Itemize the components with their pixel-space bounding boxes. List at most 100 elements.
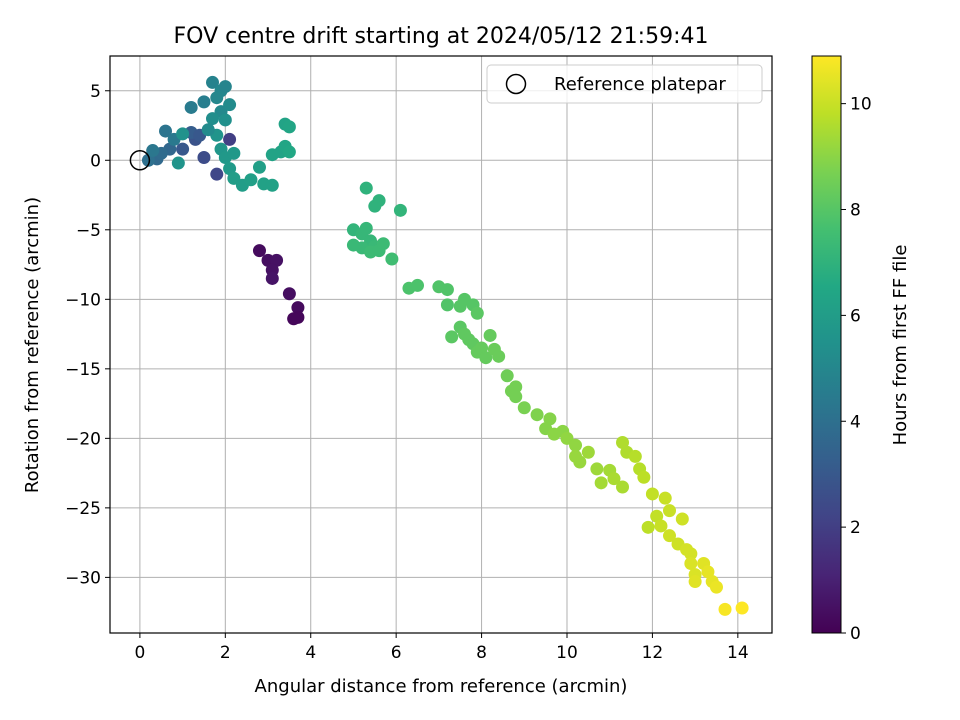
- data-point: [252, 160, 266, 174]
- data-point: [265, 178, 279, 192]
- data-point: [645, 487, 659, 501]
- x-tick-label: 6: [391, 643, 402, 663]
- colorbar-label: Hours from first FF file: [890, 245, 911, 446]
- data-point: [440, 283, 454, 297]
- data-point: [607, 472, 621, 486]
- data-point: [470, 306, 484, 320]
- y-tick-label: −5: [76, 221, 101, 241]
- y-tick-label: −10: [65, 290, 101, 310]
- data-point: [573, 455, 587, 469]
- colorbar-tick-label: 10: [850, 95, 872, 115]
- data-point: [218, 113, 232, 127]
- data-point: [735, 601, 749, 615]
- data-point: [440, 298, 454, 312]
- data-points: [129, 75, 749, 616]
- data-point: [637, 470, 651, 484]
- x-tick-label: 8: [476, 643, 487, 663]
- data-point: [509, 380, 523, 394]
- data-point: [287, 312, 301, 326]
- data-point: [223, 132, 237, 146]
- data-point: [201, 123, 215, 137]
- data-point: [569, 438, 583, 452]
- data-point: [445, 330, 459, 344]
- x-axis-label: Angular distance from reference (arcmin): [255, 676, 628, 697]
- data-point: [616, 436, 630, 450]
- colorbar-tick-label: 2: [850, 518, 861, 538]
- data-point: [159, 124, 173, 138]
- colorbar-tick-label: 4: [850, 412, 861, 432]
- data-point: [590, 462, 604, 476]
- data-point: [385, 252, 399, 266]
- data-point: [252, 244, 266, 258]
- colorbar-tick-label: 0: [850, 624, 861, 644]
- data-point: [282, 145, 296, 159]
- y-tick-label: 0: [90, 151, 101, 171]
- data-point: [218, 80, 232, 94]
- x-tick-label: 0: [134, 643, 145, 663]
- data-point: [594, 476, 608, 490]
- data-point: [650, 509, 664, 523]
- colorbar-tick-label: 6: [850, 306, 861, 326]
- y-tick-label: −25: [65, 499, 101, 519]
- data-point: [223, 162, 237, 176]
- legend: Reference platepar: [486, 64, 763, 104]
- data-point: [376, 237, 390, 251]
- data-point: [393, 203, 407, 217]
- y-tick-label: −15: [65, 360, 101, 380]
- data-point: [197, 95, 211, 109]
- data-point: [616, 480, 630, 494]
- data-point: [581, 445, 595, 459]
- data-point: [509, 390, 523, 404]
- data-point: [227, 146, 241, 160]
- data-point: [500, 369, 514, 383]
- data-point: [709, 580, 723, 594]
- y-tick-label: 5: [90, 82, 101, 102]
- data-point: [483, 328, 497, 342]
- data-point: [282, 120, 296, 134]
- data-point: [270, 253, 284, 267]
- data-point: [171, 156, 185, 170]
- data-point: [206, 112, 220, 126]
- data-point: [359, 221, 373, 235]
- data-point: [210, 167, 224, 181]
- reference-platepar-marker: [129, 150, 151, 171]
- data-point: [244, 173, 258, 187]
- data-point: [372, 194, 386, 208]
- colorbar-ticks: 0 2 4 6 8 10: [841, 95, 872, 644]
- colorbar-tick-label: 8: [850, 201, 861, 221]
- data-point: [517, 401, 531, 415]
- x-axis-ticks: 0 2 4 6 8 10 12 14: [134, 633, 749, 663]
- data-point: [197, 150, 211, 164]
- data-point: [492, 349, 506, 363]
- data-point: [176, 142, 190, 156]
- colorbar: [811, 55, 842, 634]
- data-point: [223, 98, 237, 112]
- data-point: [265, 271, 279, 285]
- data-point: [282, 287, 296, 301]
- data-point: [684, 547, 698, 561]
- data-point: [662, 504, 676, 518]
- data-point: [684, 556, 698, 570]
- data-point: [146, 144, 160, 158]
- x-tick-label: 10: [556, 643, 578, 663]
- data-point: [543, 412, 557, 426]
- data-point: [662, 529, 676, 543]
- data-point: [701, 565, 715, 579]
- x-tick-label: 12: [642, 643, 664, 663]
- data-point: [688, 575, 702, 589]
- data-point: [641, 520, 655, 534]
- data-point: [530, 408, 544, 422]
- data-point: [184, 100, 198, 114]
- data-point: [206, 75, 220, 89]
- data-point: [479, 351, 493, 365]
- legend-entry-label: Reference platepar: [554, 74, 726, 95]
- x-tick-label: 4: [305, 643, 316, 663]
- y-axis-ticks: 5 0 −5 −10 −15 −20 −25 −30: [65, 82, 110, 588]
- plot-frame: [109, 55, 773, 634]
- data-point: [628, 449, 642, 463]
- data-point: [475, 341, 489, 355]
- chart-title: FOV centre drift starting at 2024/05/12 …: [174, 24, 709, 49]
- data-point: [654, 519, 668, 533]
- y-axis-label: Rotation from reference (arcmin): [22, 197, 43, 493]
- data-point: [210, 91, 224, 105]
